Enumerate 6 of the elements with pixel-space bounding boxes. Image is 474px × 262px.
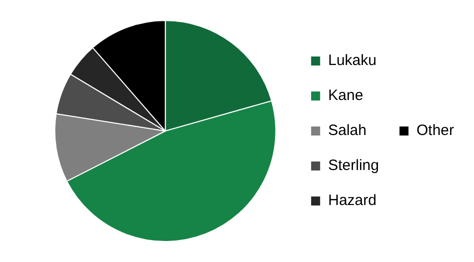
legend-label: Kane <box>328 87 364 104</box>
legend-label: Hazard <box>328 192 376 210</box>
legend-label: Other <box>416 122 454 140</box>
legend-label: Sterling <box>328 157 379 174</box>
legend-label: Salah <box>328 122 366 140</box>
legend-label: Lukaku <box>328 52 376 70</box>
